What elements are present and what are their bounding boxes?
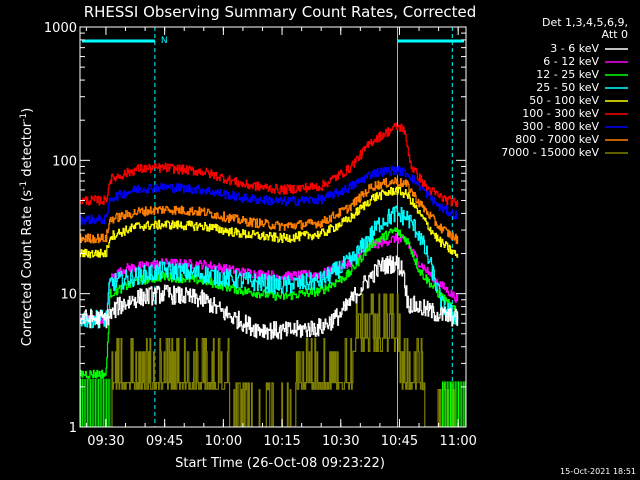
series-line bbox=[80, 205, 459, 329]
series-line bbox=[80, 165, 459, 225]
legend-entry-label: 300 - 800 keV bbox=[522, 120, 599, 133]
legend-entry-label: 25 - 50 keV bbox=[536, 81, 599, 94]
x-tick-label: 10:00 bbox=[205, 434, 242, 449]
series-layer bbox=[80, 122, 466, 427]
legend-header: Det 1,3,4,5,6,9, bbox=[542, 16, 628, 29]
x-tick-label: 09:30 bbox=[87, 434, 124, 449]
legend-entry-label: 12 - 25 keV bbox=[536, 68, 599, 81]
plot-frame bbox=[79, 26, 467, 428]
attenuator-layer: N bbox=[82, 36, 464, 46]
legend-entry-label: 800 - 7000 keV bbox=[515, 133, 599, 146]
legend-entry-label: 6 - 12 keV bbox=[543, 55, 599, 68]
series-line bbox=[80, 122, 459, 208]
series-line bbox=[80, 255, 459, 340]
legend-header: Att 0 bbox=[602, 28, 628, 41]
x-tick-label: 11:00 bbox=[439, 434, 476, 449]
y-tick-label: 1000 bbox=[44, 21, 77, 36]
legend-entry-label: 3 - 6 keV bbox=[550, 42, 599, 55]
y-tick-label: 10 bbox=[60, 288, 77, 303]
y-tick-label: 100 bbox=[52, 154, 77, 169]
series-line bbox=[80, 186, 459, 259]
y-tick-label: 1 bbox=[69, 421, 77, 436]
legend-entry-label: 7000 - 15000 keV bbox=[501, 146, 599, 159]
plot-timestamp: 15-Oct-2021 18:51 bbox=[560, 467, 636, 476]
y-axis-title: Corrected Count Rate (s-1 detector-1) bbox=[19, 108, 35, 346]
legend-entry-label: 100 - 300 keV bbox=[522, 107, 599, 120]
attenuator-flag-label: N bbox=[161, 36, 168, 46]
tick-layer: 09:30 09:45 10:00 10:15 10:30 10:45 11:00 1 10 10… bbox=[44, 21, 477, 449]
legend-entry-label: 50 - 100 keV bbox=[529, 94, 599, 107]
x-axis-title: Start Time (26-Oct-08 09:23:22) bbox=[175, 456, 385, 471]
x-tick-label: 09:45 bbox=[146, 434, 183, 449]
series-line bbox=[109, 293, 458, 427]
series-line bbox=[80, 177, 459, 245]
x-tick-label: 10:45 bbox=[381, 434, 418, 449]
chart-title: RHESSI Observing Summary Count Rates, Co… bbox=[84, 3, 477, 21]
x-tick-label: 10:15 bbox=[263, 434, 300, 449]
x-tick-label: 10:30 bbox=[322, 434, 359, 449]
